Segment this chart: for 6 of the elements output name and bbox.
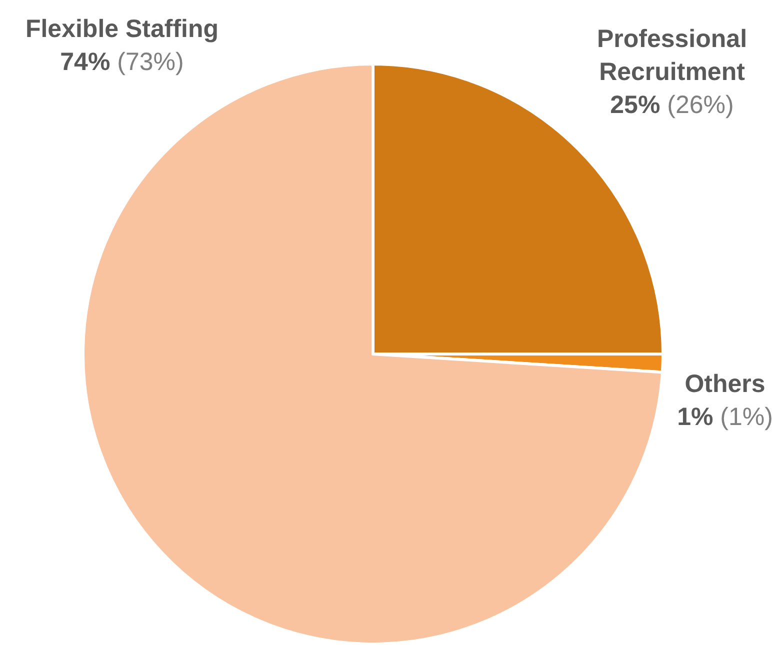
data-label: 1% (1%) [677,402,773,431]
data-label: 25% (26%) [610,90,734,119]
slice-label: Flexible Staffing [25,14,219,43]
data-label: 74% (73%) [60,48,184,76]
slice-label: Others [684,370,766,398]
slice-label: Professional Recruitment [596,24,748,86]
